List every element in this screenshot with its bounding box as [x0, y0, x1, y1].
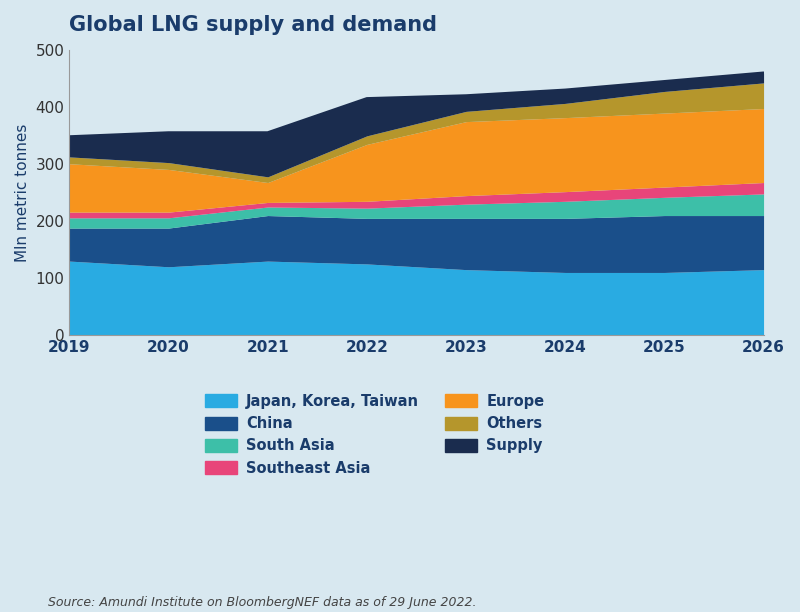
Text: Global LNG supply and demand: Global LNG supply and demand — [70, 15, 438, 35]
Y-axis label: Mln metric tonnes: Mln metric tonnes — [15, 124, 30, 262]
Legend: Japan, Korea, Taiwan, China, South Asia, Southeast Asia, Europe, Others, Supply: Japan, Korea, Taiwan, China, South Asia,… — [199, 388, 550, 482]
Text: Source: Amundi Institute on BloombergNEF data as of 29 June 2022.: Source: Amundi Institute on BloombergNEF… — [48, 596, 477, 609]
